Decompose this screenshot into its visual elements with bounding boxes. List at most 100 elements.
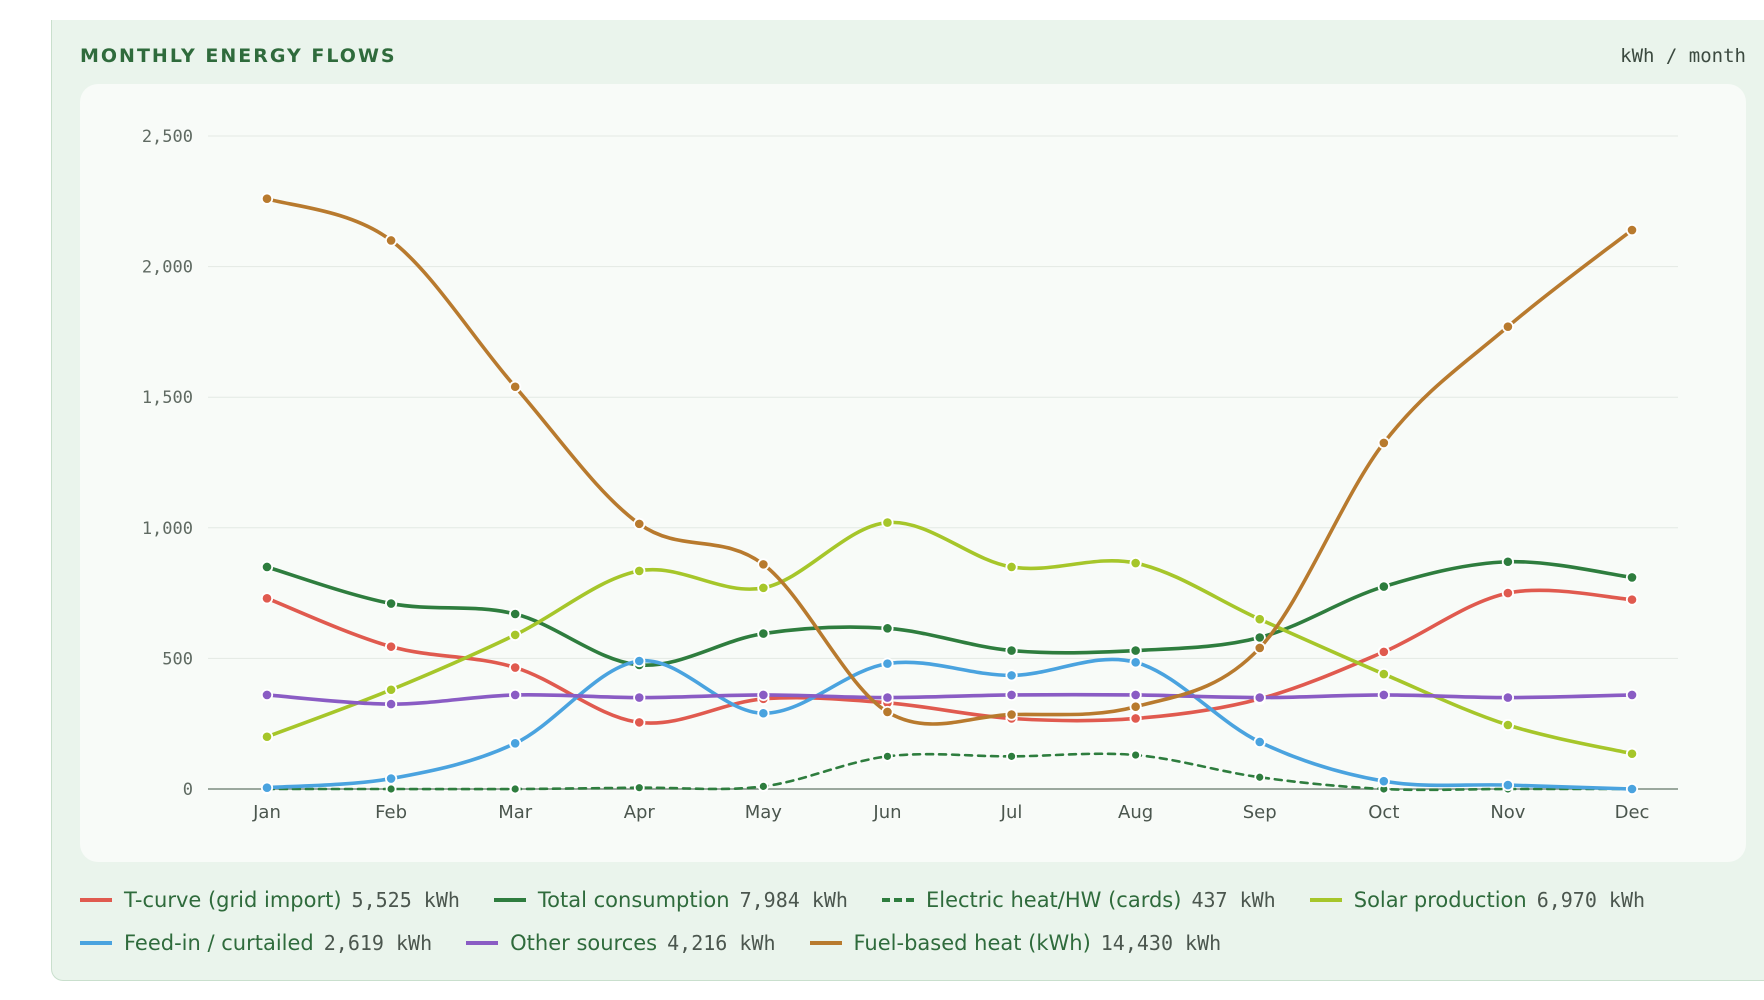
data-point [260, 781, 274, 794]
x-tick-label: Feb [375, 802, 407, 823]
data-point [1005, 669, 1018, 682]
data-point [509, 737, 522, 750]
data-point [881, 705, 894, 719]
data-point [1377, 436, 1390, 450]
legend-item[interactable]: T-curve (grid import) 5,525 kWh [80, 888, 460, 912]
data-point [385, 783, 397, 795]
data-point [1501, 691, 1515, 704]
legend-item[interactable]: Electric heat/HW (cards) 437 kWh [881, 887, 1276, 912]
series-group [260, 516, 1639, 760]
x-tick-label: Jul [1000, 802, 1023, 823]
data-point [1253, 691, 1266, 704]
series-group [261, 749, 1638, 795]
data-point [1005, 688, 1018, 702]
legend-total: 14,430 kWh [1100, 930, 1222, 955]
data-point [633, 654, 646, 668]
data-point [384, 597, 398, 610]
data-point [1377, 580, 1390, 593]
data-point [1625, 593, 1639, 606]
data-point [757, 707, 770, 720]
legend-swatch [80, 940, 112, 945]
legend-label: Electric heat/HW (cards) [925, 887, 1182, 912]
legend-item[interactable]: Feed-in / curtailed 2,619 kWh [80, 931, 432, 955]
legend-swatch [466, 940, 499, 945]
legend-swatch [493, 897, 526, 902]
data-point [509, 783, 521, 795]
data-point [1129, 700, 1142, 713]
data-point [1625, 571, 1639, 584]
legend-swatch [1309, 897, 1342, 902]
x-tick-label: Dec [1615, 802, 1650, 823]
data-point [1377, 645, 1390, 658]
data-point [509, 380, 522, 393]
x-tick-label: Nov [1490, 802, 1525, 823]
data-point [1005, 644, 1018, 657]
chart-card: 0 500 1,000 1,500 2,000 2,500 Jan Feb Mar Apr May J… [80, 84, 1746, 862]
legend-swatch [80, 897, 112, 902]
data-point [757, 627, 770, 640]
series-lines [260, 192, 1639, 796]
data-point [1625, 223, 1639, 237]
legend-label: Fuel-based heat (kWh) [853, 930, 1091, 955]
data-point [509, 607, 522, 621]
data-point [881, 657, 894, 670]
data-point [260, 560, 274, 574]
data-point [757, 780, 769, 792]
line-chart: 0 500 1,000 1,500 2,000 2,500 Jan Feb Mar Apr May J… [142, 127, 1678, 823]
data-point [260, 688, 274, 702]
data-point [1501, 320, 1515, 333]
x-tick-label: Jun [872, 802, 901, 823]
data-point [384, 772, 398, 785]
legend-label: Feed-in / curtailed [124, 930, 314, 955]
panel-unit-label: kWh / month [1620, 45, 1746, 67]
legend-item[interactable]: Solar production 6,970 kWh [1309, 887, 1645, 912]
axes: 0 500 1,000 1,500 2,000 2,500 Jan Feb Mar Apr May J… [142, 127, 1650, 823]
data-point [1501, 718, 1515, 732]
series-line [265, 588, 1634, 725]
x-tick-label: May [745, 802, 783, 823]
data-point [1129, 688, 1142, 702]
data-point [1006, 750, 1017, 762]
y-tick-label: 500 [162, 649, 193, 669]
legend-row: Feed-in / curtailed 2,619 kWh Other source… [80, 921, 1760, 964]
data-point [1625, 747, 1639, 760]
legend-label: Total consumption [537, 887, 730, 912]
data-point [1130, 749, 1142, 761]
series-line [265, 657, 1634, 791]
legend-swatch [881, 897, 914, 902]
legend-label: Other sources [510, 930, 658, 955]
legend-total: 5,525 kWh [351, 887, 460, 912]
data-point [881, 691, 894, 704]
data-point [633, 782, 645, 794]
y-tick-label: 1,000 [142, 519, 193, 539]
data-point [1501, 778, 1515, 792]
data-point [633, 517, 646, 530]
data-point [1005, 708, 1018, 721]
legend-item[interactable]: Total consumption 7,984 kWh [493, 887, 848, 912]
legend-item[interactable]: Fuel-based heat (kWh) 14,430 kWh [809, 930, 1222, 955]
data-point [881, 622, 894, 635]
legend-label: Solar production [1353, 887, 1527, 912]
data-point [633, 716, 646, 729]
data-point [1253, 641, 1266, 655]
data-point [384, 683, 398, 696]
x-tick-label: Mar [498, 802, 533, 823]
series-line [265, 559, 1634, 667]
data-point [1129, 656, 1142, 669]
data-point [1625, 782, 1639, 796]
x-tick-label: Sep [1243, 802, 1277, 823]
x-tick-label: Aug [1118, 802, 1153, 823]
data-point [881, 516, 894, 529]
legend-item[interactable]: Other sources 4,216 kWh [466, 930, 776, 955]
y-tick-label: 2,000 [142, 258, 193, 278]
data-point [633, 564, 646, 577]
data-point [260, 192, 274, 205]
legend-swatch [809, 940, 842, 945]
data-point [1254, 771, 1266, 783]
data-point [757, 688, 770, 702]
data-point [1377, 688, 1390, 702]
data-point [1129, 712, 1142, 725]
series-group [260, 654, 1639, 796]
panel-title: MONTHLY ENERGY FLOWS [80, 45, 397, 67]
legend-total: 4,216 kWh [667, 930, 776, 955]
